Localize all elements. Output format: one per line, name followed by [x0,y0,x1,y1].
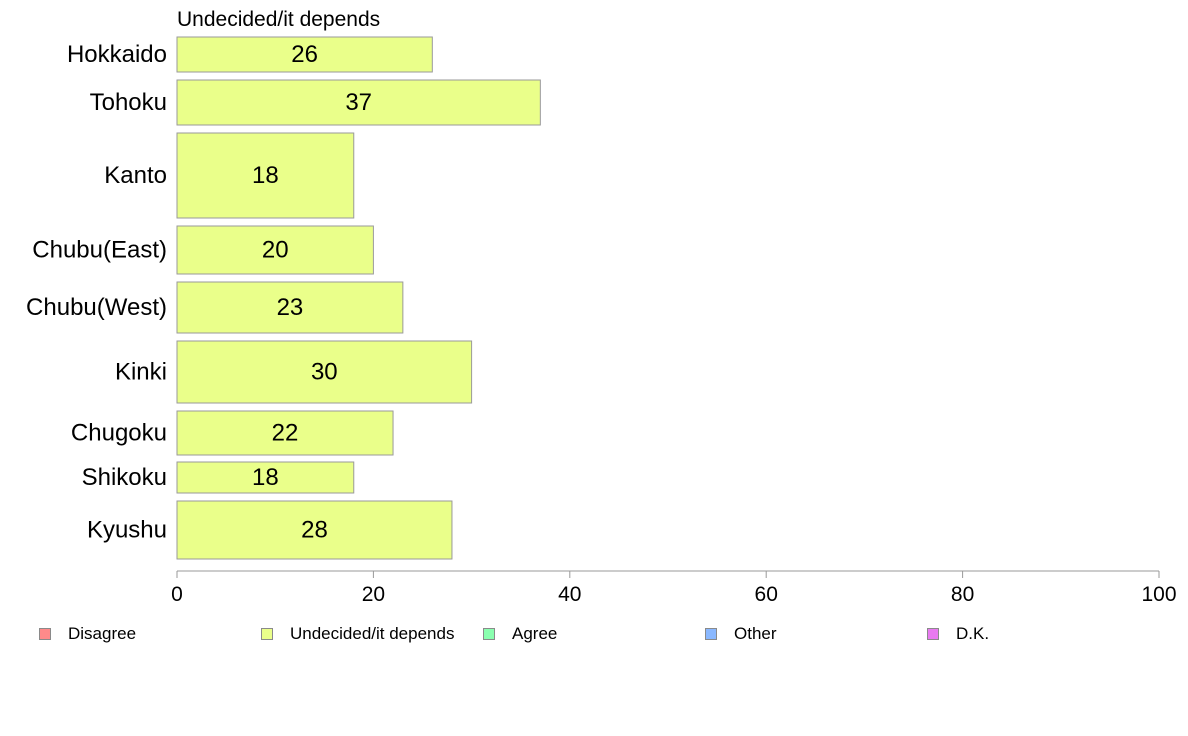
data-label: 18 [252,464,279,491]
x-tick-label: 40 [558,583,581,606]
legend-item-undecided: Undecided/it depends [261,622,454,646]
category-label: Chubu(West) [26,294,167,321]
bar-chubu-west [176,281,404,334]
x-tick-label: 60 [755,583,778,606]
category-label: Kinki [115,359,167,386]
bar-shikoku [176,461,355,494]
bars-layer: Hokkaido 26 Tohoku 37 Kanto 18 Chubu(East) 20 Ch… [26,36,541,560]
data-label: 28 [301,517,328,544]
legend-item-dk: D.K. [927,622,989,646]
category-label: Kyushu [87,517,167,544]
bar-kanto [176,132,355,219]
legend-swatch [927,628,939,640]
category-label: Chugoku [71,420,167,447]
bar-tohoku [176,79,541,126]
chart-title: Undecided/it depends [177,8,380,31]
category-label: Shikoku [82,464,167,491]
legend-label: Disagree [68,624,137,643]
category-label: Kanto [104,162,167,189]
data-label: 37 [345,89,372,116]
legend-swatch [39,628,51,640]
x-tick-label: 20 [362,583,385,606]
bar-kyushu [176,500,453,560]
legend-item-agree: Agree [483,622,557,646]
x-tick-label: 80 [951,583,974,606]
bar-hokkaido [176,36,433,73]
data-label: 22 [272,420,299,447]
legend-item-disagree: Disagree [39,622,136,646]
bar-chubu-east [176,225,374,275]
category-label: Chubu(East) [32,237,167,264]
bar-kinki [176,340,473,404]
data-label: 20 [262,237,289,264]
data-label: 18 [252,162,279,189]
data-label: 26 [291,41,318,68]
x-tick-label: 100 [1141,583,1176,606]
x-tick-label: 0 [171,583,183,606]
category-label: Hokkaido [67,41,167,68]
legend-label: D.K. [956,624,990,643]
legend-item-other: Other [705,622,777,646]
bar-chart: Undecided/it depends Hokkaido 26 Tohoku 37 K… [26,8,1177,606]
legend-swatch [261,628,273,640]
x-axis: 0 20 40 60 80 100 [171,570,1177,606]
bar-chugoku [176,410,394,456]
data-label: 30 [311,359,338,386]
legend-label: Other [734,624,777,643]
data-label: 23 [277,294,304,321]
legend: Disagree Undecided/it depends Agree Othe… [0,622,1188,646]
legend-label: Undecided/it depends [290,624,455,643]
legend-label: Agree [512,624,558,643]
legend-swatch [483,628,495,640]
legend-swatch [705,628,717,640]
category-label: Tohoku [90,89,167,116]
